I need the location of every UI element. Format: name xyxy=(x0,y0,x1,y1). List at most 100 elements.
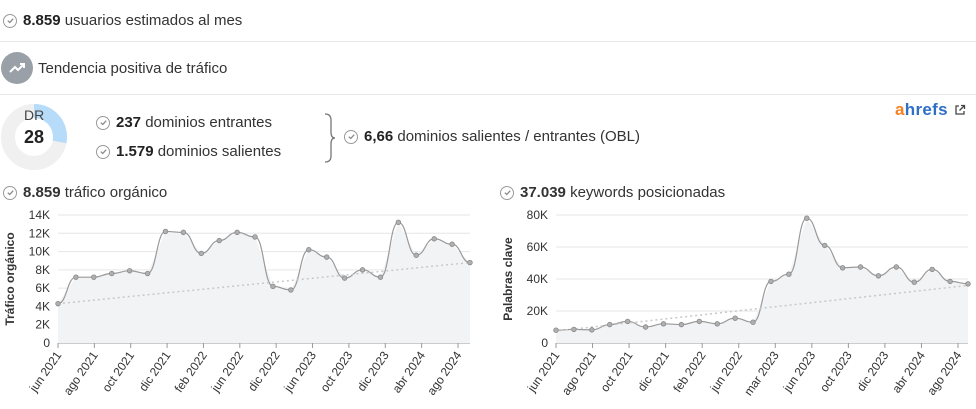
x-tick-label: dic 2023 xyxy=(854,348,892,393)
x-tick-label: jun 2022 xyxy=(208,348,247,395)
x-tick-label: feb 2022 xyxy=(172,348,210,395)
data-point xyxy=(234,229,240,236)
y-tick-label: 8K xyxy=(35,263,50,277)
data-point xyxy=(359,267,366,273)
domain-rating-ring xyxy=(1,104,67,170)
trending-up-icon xyxy=(1,52,33,84)
data-point xyxy=(126,268,133,274)
y-tick-label: 60K xyxy=(527,240,548,254)
estimated-users-row: 8.859 usuarios estimados al mes xyxy=(0,0,976,42)
outgoing-domains-label: dominios salientes xyxy=(157,143,282,160)
ahrefs-link[interactable]: ahrefs xyxy=(895,100,966,120)
x-tick-label: oct 2023 xyxy=(317,348,355,394)
trend-line xyxy=(555,284,969,332)
keywords-value: 37.039 xyxy=(520,184,566,201)
data-point xyxy=(660,321,667,327)
data-point xyxy=(162,228,169,235)
data-point xyxy=(252,234,258,240)
x-tick-label: dic 2021 xyxy=(136,348,174,393)
outgoing-domains-stat: 1.579 dominios salientes xyxy=(96,143,281,160)
domain-rating-value: 28 xyxy=(24,127,45,147)
outgoing-domains-value: 1.579 xyxy=(116,143,154,160)
data-point xyxy=(821,242,828,249)
x-tick-label: abr 2024 xyxy=(389,348,428,395)
y-axis-label: Tráfico orgánico xyxy=(3,232,17,325)
data-point xyxy=(714,321,720,327)
data-point xyxy=(786,271,792,277)
data-point xyxy=(413,252,419,258)
traffic-trend-label: Tendencia positiva de tráfico xyxy=(38,59,228,77)
x-tick-label: ago 2021 xyxy=(559,348,599,397)
x-tick-label: jun 2023 xyxy=(281,348,320,395)
data-point xyxy=(553,327,559,333)
data-point xyxy=(55,300,61,307)
x-tick-label: oct 2023 xyxy=(817,348,855,394)
incoming-domains-stat: 237 dominios entrantes xyxy=(96,114,281,131)
data-point xyxy=(180,229,187,236)
incoming-domains-label: dominios entrantes xyxy=(145,114,272,131)
data-point xyxy=(768,278,774,285)
y-tick-label: 20K xyxy=(527,304,548,318)
data-point xyxy=(73,274,79,280)
x-tick-label: oct 2021 xyxy=(598,348,636,394)
x-tick-label: ago 2024 xyxy=(424,348,464,397)
ahrefs-logo: ahrefs xyxy=(895,100,948,119)
y-tick-label: 4K xyxy=(35,299,50,313)
data-point xyxy=(839,265,846,271)
keywords-title: 37.039 keywords posicionadas xyxy=(500,184,725,201)
data-point xyxy=(144,270,151,277)
y-axis-label: Palabras clave xyxy=(501,237,515,321)
data-point xyxy=(678,321,685,328)
traffic-trend-row: Tendencia positiva de tráfico xyxy=(0,42,976,95)
data-point xyxy=(571,326,577,333)
y-tick-label: 0 xyxy=(43,336,50,350)
trend-line xyxy=(57,261,471,305)
obl-ratio-value: 6,66 xyxy=(364,128,394,145)
domain-rating-gauge: DR 28 xyxy=(0,103,70,173)
organic-traffic-title: 8.859 tráfico orgánico xyxy=(3,184,167,201)
data-point xyxy=(306,247,312,253)
data-point xyxy=(857,264,864,270)
data-point xyxy=(341,275,348,281)
data-point xyxy=(929,266,935,273)
data-point xyxy=(91,274,97,280)
obl-ratio-label: dominios salientes / entrantes (OBL) xyxy=(397,128,640,145)
x-tick-label: dic 2023 xyxy=(354,348,392,393)
data-point xyxy=(804,215,810,221)
data-point xyxy=(395,219,402,226)
domain-links-list: 237 dominios entrantes 1.579 dominios sa… xyxy=(96,114,281,160)
y-tick-label: 0 xyxy=(541,336,548,350)
keywords-label: keywords posicionadas xyxy=(570,184,726,201)
check-circle-icon xyxy=(3,13,17,28)
check-circle-icon xyxy=(3,185,17,200)
check-circle-icon xyxy=(96,115,110,130)
x-tick-label: dic 2022 xyxy=(245,348,283,393)
data-point xyxy=(965,281,971,287)
organic-traffic-label: tráfico orgánico xyxy=(64,184,168,201)
data-point xyxy=(216,237,222,244)
data-point xyxy=(467,259,473,266)
estimated-users-value: 8.859 xyxy=(23,12,61,29)
data-point xyxy=(732,315,738,321)
x-tick-label: jun 2023 xyxy=(780,348,819,395)
data-point xyxy=(431,236,437,242)
data-point xyxy=(875,273,882,279)
data-point xyxy=(288,287,294,293)
data-point xyxy=(750,319,756,325)
organic-traffic-value: 8.859 xyxy=(23,184,61,201)
x-tick-label: jun 2021 xyxy=(26,348,65,395)
traffic-trend-stat: Tendencia positiva de tráfico xyxy=(1,52,227,84)
data-point xyxy=(589,327,595,333)
x-tick-label: oct 2021 xyxy=(99,348,137,394)
x-tick-label: ago 2024 xyxy=(924,348,964,397)
x-tick-label: mar 2023 xyxy=(741,348,782,398)
y-tick-label: 14K xyxy=(29,208,50,222)
check-circle-icon xyxy=(96,144,110,159)
incoming-domains-value: 237 xyxy=(116,114,142,131)
data-point xyxy=(377,274,384,280)
estimated-users-stat: 8.859 usuarios estimados al mes xyxy=(3,12,242,29)
data-point xyxy=(449,241,455,247)
y-tick-label: 10K xyxy=(29,245,50,259)
obl-ratio-stat: 6,66 dominios salientes / entrantes (OBL… xyxy=(344,128,640,145)
